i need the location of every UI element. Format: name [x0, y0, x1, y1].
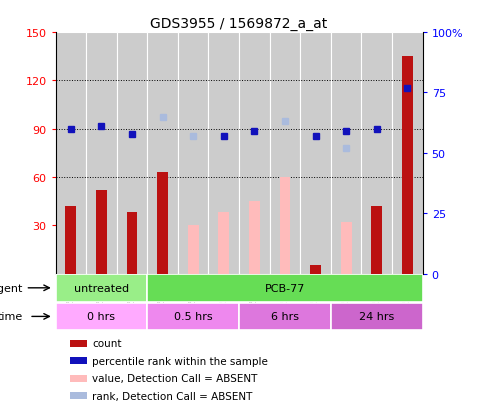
Text: 6 hrs: 6 hrs [271, 312, 299, 322]
Bar [147, 274, 423, 302]
Bar [341, 223, 352, 274]
Bar [56, 33, 86, 274]
Bar [147, 33, 178, 274]
Bar [209, 33, 239, 274]
Bar [249, 202, 260, 274]
Text: rank, Detection Call = ABSENT: rank, Detection Call = ABSENT [92, 391, 253, 401]
Bar [371, 206, 382, 274]
Bar [66, 206, 76, 274]
Bar [70, 392, 87, 399]
Bar [280, 178, 290, 274]
Bar [331, 33, 361, 274]
Text: value, Detection Call = ABSENT: value, Detection Call = ABSENT [92, 373, 257, 383]
Text: count: count [92, 339, 122, 349]
Bar [117, 33, 147, 274]
Text: 0 hrs: 0 hrs [87, 312, 115, 322]
Bar [300, 33, 331, 274]
Bar [96, 190, 107, 274]
Text: PCB-77: PCB-77 [265, 283, 305, 293]
Bar [56, 303, 147, 330]
Bar [392, 33, 423, 274]
Text: percentile rank within the sample: percentile rank within the sample [92, 356, 268, 366]
Bar [310, 266, 321, 274]
Text: 0.5 hrs: 0.5 hrs [174, 312, 213, 322]
Bar [331, 303, 423, 330]
Bar [270, 33, 300, 274]
Bar [361, 33, 392, 274]
Bar [70, 375, 87, 382]
Bar [56, 274, 147, 302]
Bar [70, 340, 87, 347]
Bar [157, 173, 168, 274]
Bar [239, 33, 270, 274]
Bar [70, 357, 87, 364]
Text: 24 hrs: 24 hrs [359, 312, 394, 322]
Text: time: time [0, 312, 23, 322]
Bar [178, 33, 209, 274]
Bar [86, 33, 117, 274]
Title: GDS3955 / 1569872_a_at: GDS3955 / 1569872_a_at [151, 17, 327, 31]
Text: untreated: untreated [74, 283, 129, 293]
Bar [218, 213, 229, 274]
Bar [127, 213, 137, 274]
Bar [188, 225, 199, 274]
Bar [402, 57, 412, 274]
Bar [239, 303, 331, 330]
Text: agent: agent [0, 283, 23, 293]
Bar [147, 303, 239, 330]
